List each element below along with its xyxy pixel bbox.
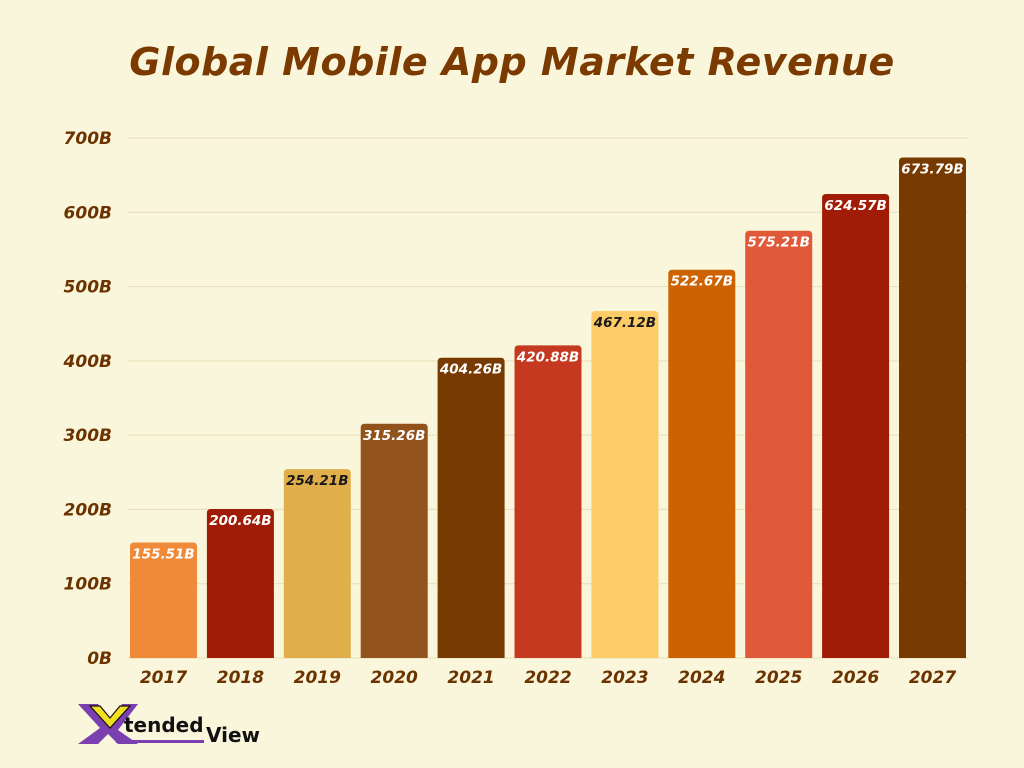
y-tick-label: 100B bbox=[64, 575, 112, 595]
x-tick-label: 2026 bbox=[832, 668, 879, 688]
data-label: 673.79B bbox=[901, 161, 963, 177]
data-label: 467.12B bbox=[593, 315, 656, 331]
y-tick-label: 300B bbox=[64, 426, 112, 446]
data-label: 254.21B bbox=[286, 473, 348, 489]
svg-text:tended: tended bbox=[124, 713, 204, 737]
y-tick-label: 600B bbox=[64, 203, 112, 223]
x-tick-label: 2025 bbox=[755, 668, 802, 688]
x-tick-label: 2023 bbox=[601, 668, 648, 688]
x-tick-label: 2024 bbox=[678, 668, 725, 688]
bar bbox=[360, 423, 428, 658]
y-tick-label: 0B bbox=[87, 649, 112, 669]
bar bbox=[514, 345, 582, 658]
x-tick-label: 2022 bbox=[524, 668, 571, 688]
x-tick-label: 2020 bbox=[371, 668, 418, 688]
data-label: 420.88B bbox=[516, 349, 579, 365]
data-label: 315.26B bbox=[363, 428, 425, 444]
bar bbox=[437, 357, 505, 658]
bar bbox=[130, 542, 197, 658]
bar bbox=[822, 194, 890, 659]
bar bbox=[591, 310, 659, 658]
svg-text:View: View bbox=[206, 723, 260, 747]
y-tick-label: 400B bbox=[63, 352, 112, 372]
x-tick-label: 2027 bbox=[909, 668, 956, 688]
bar bbox=[899, 157, 966, 659]
y-tick-label: 200B bbox=[64, 500, 112, 520]
y-tick-label: 700B bbox=[64, 129, 112, 149]
data-label: 200.64B bbox=[209, 513, 271, 529]
data-label: 624.57B bbox=[824, 198, 886, 214]
bar bbox=[206, 508, 274, 658]
data-label: 404.26B bbox=[439, 362, 502, 378]
x-tick-label: 2021 bbox=[447, 668, 494, 688]
chart-title: Global Mobile App Market Revenue bbox=[129, 40, 895, 84]
bar bbox=[283, 469, 351, 658]
x-tick-label: 2017 bbox=[140, 668, 187, 688]
data-label: 155.51B bbox=[132, 546, 194, 562]
x-tick-label: 2018 bbox=[217, 668, 264, 688]
xtendedview-logo: tended View bbox=[78, 704, 260, 747]
x-tick-label: 2019 bbox=[294, 668, 341, 688]
y-tick-label: 500B bbox=[64, 278, 112, 298]
data-label: 522.67B bbox=[671, 274, 733, 290]
bar bbox=[668, 269, 736, 658]
data-label: 575.21B bbox=[748, 235, 810, 251]
bar bbox=[745, 230, 813, 658]
